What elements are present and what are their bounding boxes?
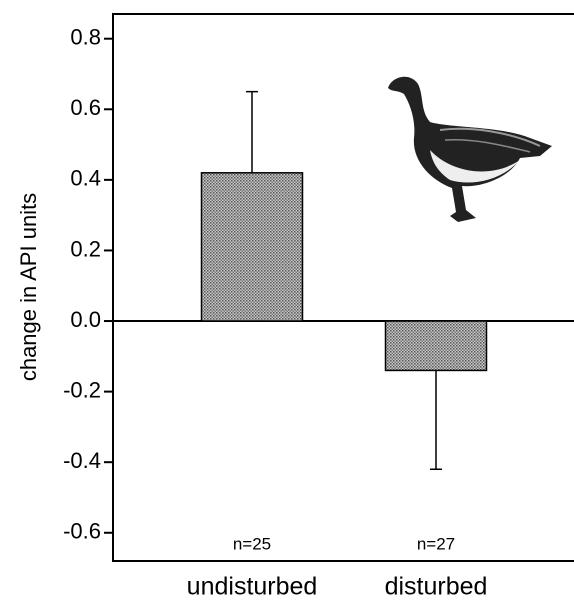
- y-tick-label: 0.2: [70, 236, 101, 261]
- annotation: n=25: [233, 534, 271, 553]
- annotation: n=27: [417, 534, 455, 553]
- y-tick-label: 0.0: [70, 307, 101, 332]
- x-tick-label: disturbed: [385, 573, 488, 601]
- y-axis-label: change in API units: [16, 193, 41, 381]
- goose-illustration: [388, 76, 552, 222]
- bar: [200, 172, 304, 322]
- bar: [384, 320, 488, 372]
- y-tick-label: 0.4: [70, 166, 101, 191]
- x-tick-label: undisturbed: [187, 573, 318, 601]
- y-tick-label: -0.6: [63, 519, 101, 544]
- y-tick-label: 0.6: [70, 95, 101, 120]
- y-tick-label: -0.4: [63, 448, 101, 473]
- y-tick-label: 0.8: [70, 25, 101, 50]
- plot-frame: [112, 13, 574, 562]
- y-tick-label: -0.2: [63, 377, 101, 402]
